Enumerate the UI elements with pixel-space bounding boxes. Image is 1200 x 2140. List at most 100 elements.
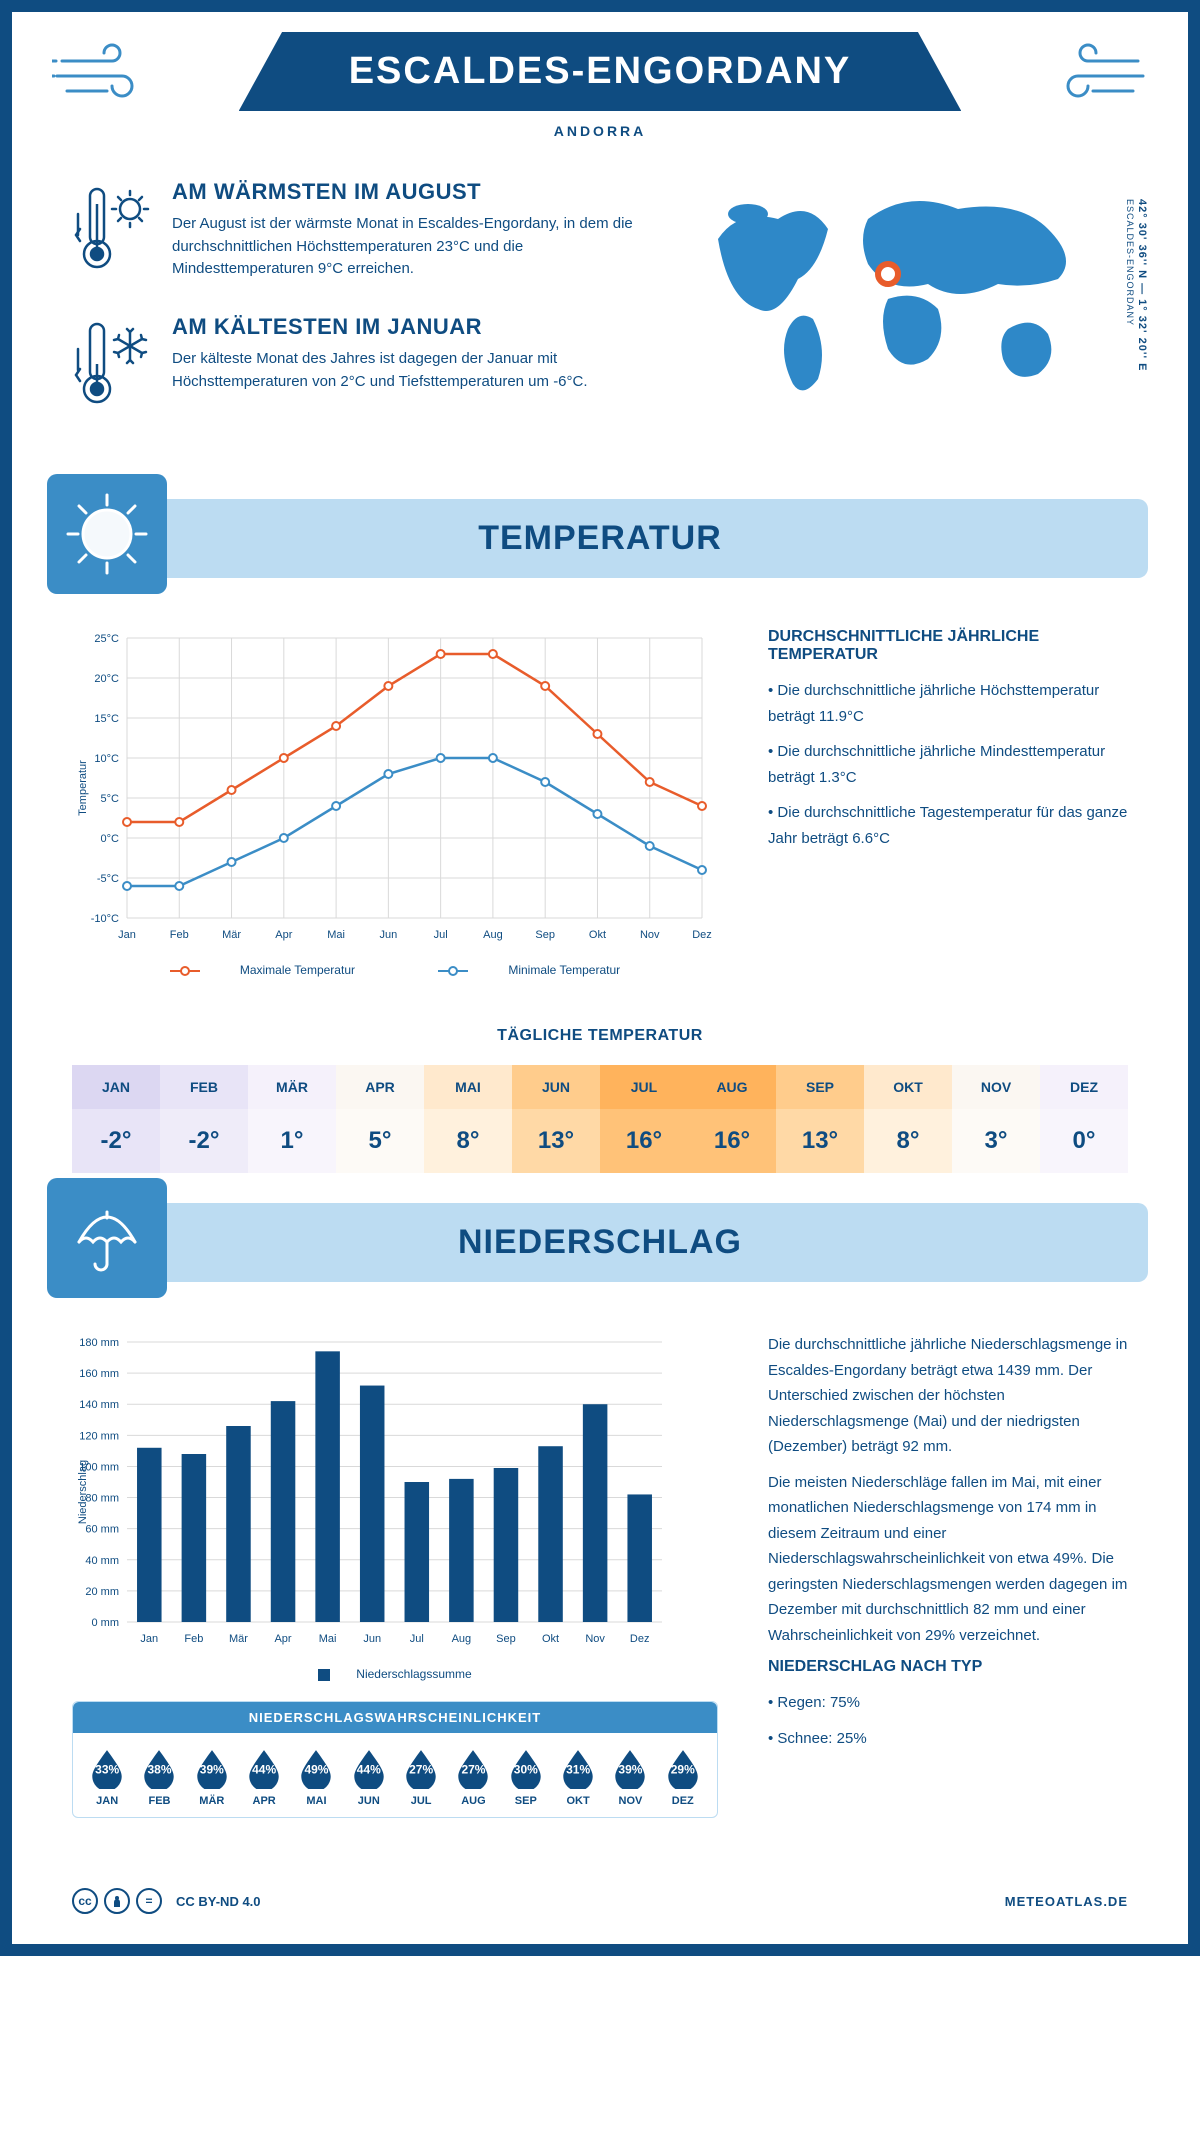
footer: cc = CC BY-ND 4.0 METEOATLAS.DE <box>12 1868 1188 1924</box>
license-text: CC BY-ND 4.0 <box>176 1894 261 1909</box>
warm-fact-text: AM WÄRMSTEN IM AUGUST Der August ist der… <box>172 179 648 284</box>
cold-fact-text: AM KÄLTESTEN IM JANUAR Der kälteste Mona… <box>172 314 648 419</box>
svg-text:Okt: Okt <box>589 929 606 941</box>
nd-icon: = <box>136 1888 162 1914</box>
svg-text:Jan: Jan <box>140 1633 158 1645</box>
svg-text:10°C: 10°C <box>94 753 119 765</box>
temp-side-title: DURCHSCHNITTLICHE JÄHRLICHE TEMPERATUR <box>768 628 1128 664</box>
precip-para-2: Die meisten Niederschläge fallen im Mai,… <box>768 1470 1128 1649</box>
svg-text:Aug: Aug <box>483 929 503 941</box>
svg-text:Aug: Aug <box>452 1633 472 1645</box>
site-name: METEOATLAS.DE <box>1005 1894 1128 1909</box>
svg-text:Nov: Nov <box>585 1633 605 1645</box>
svg-text:120 mm: 120 mm <box>79 1430 119 1442</box>
svg-text:Dez: Dez <box>630 1633 650 1645</box>
cold-fact-body: Der kälteste Monat des Jahres ist dagege… <box>172 348 648 393</box>
thermometer-sun-icon <box>72 179 152 284</box>
prob-cell: 33%JAN <box>81 1747 133 1807</box>
infographic-container: ESCALDES-ENGORDANY ANDORRA AM WÄRMSTEN I… <box>0 0 1200 1956</box>
prob-cell: 44%JUN <box>343 1747 395 1807</box>
precip-section-banner: NIEDERSCHLAG <box>52 1203 1148 1282</box>
svg-text:Dez: Dez <box>692 929 712 941</box>
temp-bullet: • Die durchschnittliche jährliche Mindes… <box>768 739 1128 790</box>
svg-text:20°C: 20°C <box>94 673 119 685</box>
svg-text:0°C: 0°C <box>101 833 120 845</box>
svg-text:40 mm: 40 mm <box>85 1555 119 1567</box>
svg-text:Okt: Okt <box>542 1633 559 1645</box>
svg-text:25°C: 25°C <box>94 633 119 645</box>
temp-chart-row: -10°C-5°C0°C5°C10°C15°C20°C25°CJanFebMär… <box>12 598 1188 1007</box>
license-block: cc = CC BY-ND 4.0 <box>72 1888 261 1914</box>
warm-fact-title: AM WÄRMSTEN IM AUGUST <box>172 179 648 205</box>
precip-section-title: NIEDERSCHLAG <box>52 1223 1148 1262</box>
temp-cell: NOV3° <box>952 1065 1040 1173</box>
temp-legend: Maximale Temperatur Minimale Temperatur <box>72 963 718 977</box>
daily-temp-table: JAN-2°FEB-2°MÄR1°APR5°MAI8°JUN13°JUL16°A… <box>72 1065 1128 1173</box>
temp-cell: JAN-2° <box>72 1065 160 1173</box>
by-icon <box>104 1888 130 1914</box>
svg-text:60 mm: 60 mm <box>85 1524 119 1536</box>
coordinates: 42° 30' 36'' N — 1° 32' 20'' E ESCALDES-… <box>1124 199 1148 372</box>
temp-cell: OKT8° <box>864 1065 952 1173</box>
svg-text:Nov: Nov <box>640 929 660 941</box>
temp-cell: FEB-2° <box>160 1065 248 1173</box>
warm-fact: AM WÄRMSTEN IM AUGUST Der August ist der… <box>72 179 648 284</box>
precip-legend: Niederschlagssumme <box>72 1667 718 1681</box>
wind-icon <box>1038 36 1148 111</box>
subtitle: ANDORRA <box>12 123 1188 139</box>
svg-text:180 mm: 180 mm <box>79 1337 119 1349</box>
svg-text:Apr: Apr <box>274 1633 291 1645</box>
temp-bullet: • Die durchschnittliche jährliche Höchst… <box>768 678 1128 729</box>
coords-sub: ESCALDES-ENGORDANY <box>1125 199 1135 326</box>
facts-column: AM WÄRMSTEN IM AUGUST Der August ist der… <box>72 179 648 449</box>
precip-type-bullet: • Schnee: 25% <box>768 1726 1128 1752</box>
svg-text:Apr: Apr <box>275 929 292 941</box>
temp-cell: MAI8° <box>424 1065 512 1173</box>
map-column: 42° 30' 36'' N — 1° 32' 20'' E ESCALDES-… <box>688 179 1128 449</box>
svg-text:Mai: Mai <box>327 929 345 941</box>
precip-legend-label: Niederschlagssumme <box>356 1667 471 1681</box>
precip-chart-row: 0 mm20 mm40 mm60 mm80 mm100 mm120 mm140 … <box>12 1302 1188 1868</box>
svg-text:Niederschlag: Niederschlag <box>77 1460 89 1524</box>
precip-type-title: NIEDERSCHLAG NACH TYP <box>768 1658 1128 1676</box>
title-banner: ESCALDES-ENGORDANY <box>239 32 962 111</box>
svg-text:Feb: Feb <box>184 1633 203 1645</box>
svg-text:Temperatur: Temperatur <box>77 760 89 816</box>
location-marker-icon <box>878 264 898 284</box>
legend-max: Maximale Temperatur <box>240 963 355 977</box>
intro-section: AM WÄRMSTEN IM AUGUST Der August ist der… <box>12 139 1188 479</box>
header: ESCALDES-ENGORDANY ANDORRA <box>12 12 1188 139</box>
svg-text:140 mm: 140 mm <box>79 1399 119 1411</box>
precip-type-bullet: • Regen: 75% <box>768 1690 1128 1716</box>
prob-cell: 39%NOV <box>604 1747 656 1807</box>
temp-cell: APR5° <box>336 1065 424 1173</box>
svg-text:-5°C: -5°C <box>97 873 119 885</box>
svg-text:Jun: Jun <box>363 1633 381 1645</box>
temp-cell: JUN13° <box>512 1065 600 1173</box>
prob-cell: 29%DEZ <box>657 1747 709 1807</box>
svg-text:80 mm: 80 mm <box>85 1493 119 1505</box>
svg-text:Mär: Mär <box>222 929 241 941</box>
temp-cell: SEP13° <box>776 1065 864 1173</box>
prob-cell: 44%APR <box>238 1747 290 1807</box>
svg-text:Mär: Mär <box>229 1633 248 1645</box>
prob-cell: 30%SEP <box>500 1747 552 1807</box>
svg-text:Jul: Jul <box>410 1633 424 1645</box>
temp-line-chart: -10°C-5°C0°C5°C10°C15°C20°C25°CJanFebMär… <box>72 628 718 977</box>
temp-side-panel: DURCHSCHNITTLICHE JÄHRLICHE TEMPERATUR •… <box>768 628 1128 977</box>
temp-section-title: TEMPERATUR <box>52 519 1148 558</box>
prob-cell: 31%OKT <box>552 1747 604 1807</box>
temp-cell: DEZ0° <box>1040 1065 1128 1173</box>
prob-cell: 49%MAI <box>290 1747 342 1807</box>
world-map-icon <box>688 179 1108 419</box>
svg-text:Jan: Jan <box>118 929 136 941</box>
svg-text:Sep: Sep <box>496 1633 516 1645</box>
temp-bullet: • Die durchschnittliche Tagestemperatur … <box>768 800 1128 851</box>
svg-text:Jun: Jun <box>379 929 397 941</box>
prob-cell: 38%FEB <box>133 1747 185 1807</box>
svg-text:15°C: 15°C <box>94 713 119 725</box>
svg-text:160 mm: 160 mm <box>79 1368 119 1380</box>
thermometer-snow-icon <box>72 314 152 419</box>
prob-cell: 27%JUL <box>395 1747 447 1807</box>
cc-icon: cc <box>72 1888 98 1914</box>
